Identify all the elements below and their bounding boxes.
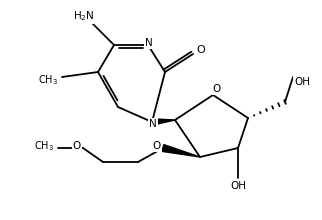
Text: O: O [73, 141, 81, 151]
Text: N: N [149, 119, 157, 129]
Text: O: O [213, 84, 221, 94]
Polygon shape [152, 119, 175, 125]
Text: N: N [145, 38, 153, 48]
Text: O: O [197, 45, 205, 55]
Text: OH: OH [230, 181, 246, 191]
Text: CH$_3$: CH$_3$ [34, 139, 54, 153]
Text: O: O [153, 141, 161, 151]
Text: H$_2$N: H$_2$N [73, 9, 95, 23]
Polygon shape [162, 145, 200, 157]
Text: CH$_3$: CH$_3$ [38, 73, 58, 87]
Text: OH: OH [294, 77, 310, 87]
